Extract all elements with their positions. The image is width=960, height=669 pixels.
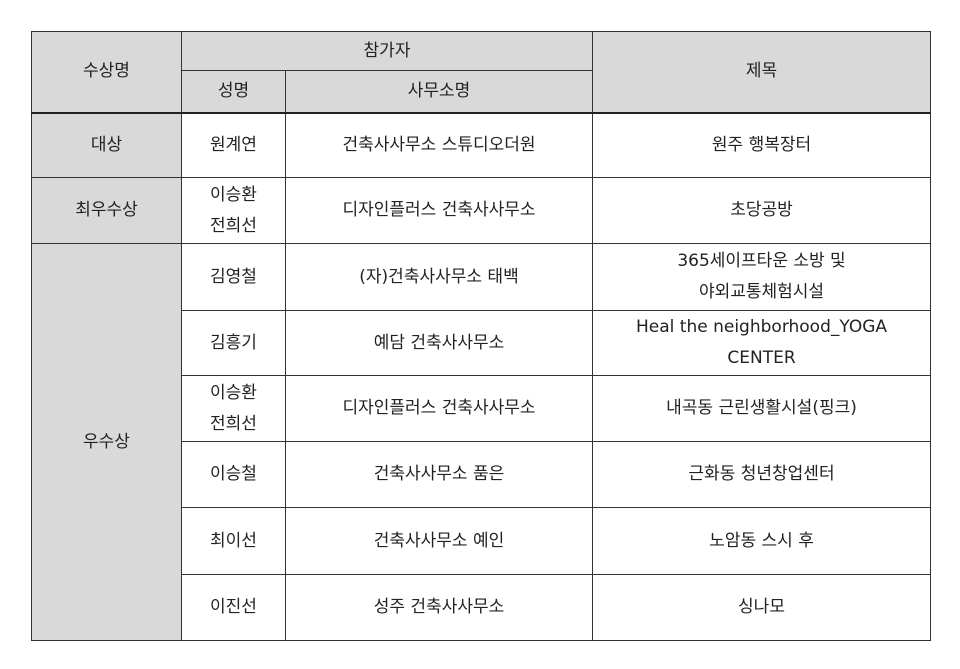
office-cell: 건축사사무소 스튜디오더원: [284, 112, 594, 178]
title-cell: 원주 행복장터: [592, 112, 932, 178]
table-row: 우수상 김영철 (자)건축사사무소 태백 365세이프타운 소방 및 야외교통체…: [31, 243, 932, 641]
title-cell: 초당공방: [592, 177, 932, 244]
name-cell: 김흥기: [181, 310, 286, 376]
header-title: 제목: [592, 31, 932, 114]
award-cell: 대상: [31, 112, 182, 178]
table-row: 이진선 성주 건축사사무소 싱나모: [32, 574, 932, 641]
award-cell: 우수상: [31, 243, 182, 641]
office-cell: 건축사사무소 예인: [284, 507, 594, 575]
office-cell: (자)건축사사무소 태백: [284, 243, 594, 311]
office-cell: 디자인플러스 건축사사무소: [284, 375, 594, 442]
header-award: 수상명: [31, 31, 182, 114]
awards-table: 수상명 참가자 제목 성명 사무소명 대상 원계연 건축사사무소 스튜디오더원 …: [31, 31, 932, 641]
office-cell: 건축사사무소 품은: [284, 441, 594, 508]
table-row: 최우수상 이승환 전희선 디자인플러스 건축사사무소 초당공방: [31, 177, 932, 244]
header-participants: 참가자: [180, 31, 594, 71]
name-cell: 이승환 전희선: [181, 177, 286, 244]
title-cell: 근화동 청년창업센터: [592, 441, 932, 508]
name-cell: 김영철: [181, 243, 286, 311]
title-cell: 싱나모: [592, 574, 932, 641]
table-row: 김흥기 예담 건축사사무소 Heal the neighborhood_YOGA…: [32, 310, 932, 376]
name-cell: 이진선: [181, 574, 286, 641]
title-cell: Heal the neighborhood_YOGA CENTER: [592, 310, 932, 376]
title-cell: 내곡동 근린생활시설(핑크): [592, 375, 932, 442]
award-cell: 최우수상: [31, 177, 182, 244]
name-cell: 이승환 전희선: [181, 375, 286, 442]
office-cell: 디자인플러스 건축사사무소: [284, 177, 594, 244]
name-cell: 이승철: [181, 441, 286, 508]
office-cell: 성주 건축사사무소: [284, 574, 594, 641]
header-office: 사무소명: [284, 70, 594, 114]
name-cell: 원계연: [181, 112, 286, 178]
office-cell: 예담 건축사사무소: [284, 310, 594, 376]
title-cell: 노암동 스시 후: [592, 507, 932, 575]
header-name: 성명: [181, 70, 286, 114]
name-cell: 최이선: [181, 507, 286, 575]
table-row: 대상 원계연 건축사사무소 스튜디오더원 원주 행복장터: [31, 112, 932, 178]
table-row: 이승철 건축사사무소 품은 근화동 청년창업센터: [32, 441, 932, 508]
title-cell: 365세이프타운 소방 및 야외교통체험시설: [592, 243, 932, 311]
